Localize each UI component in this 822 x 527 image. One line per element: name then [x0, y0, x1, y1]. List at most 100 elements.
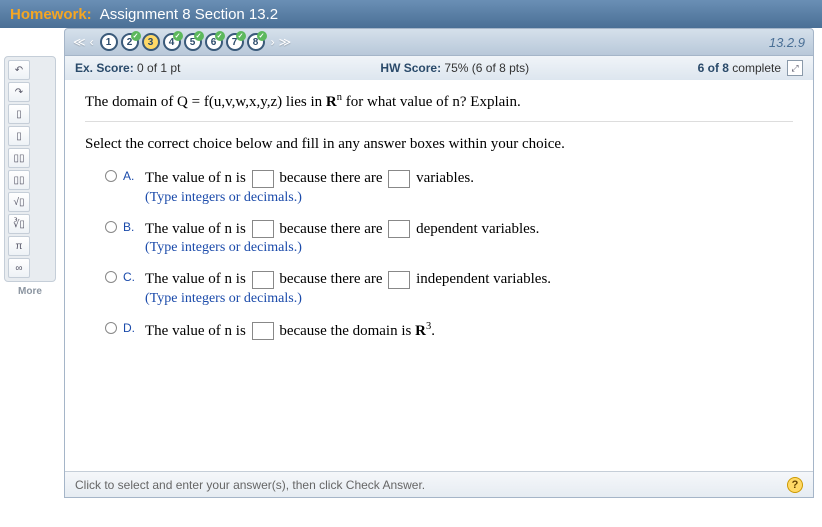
choice-text-pre: The value of n is [145, 271, 250, 287]
hw-score-label: HW Score: [380, 61, 441, 75]
answer-box[interactable] [252, 322, 274, 340]
choice-label: C. [123, 270, 139, 284]
tool-button-5[interactable]: ▯▯ [8, 170, 30, 190]
choice-label: A. [123, 169, 139, 183]
main-area: ↶↷▯▯▯▯▯▯√▯∛▯π∞ More ≪ ‹ 12✓34✓5✓6✓7✓8✓ ›… [0, 28, 822, 527]
choice-body: The value of n is because there are inde… [145, 268, 793, 307]
tool-button-6[interactable]: √▯ [8, 192, 30, 212]
question-text: The domain of Q = f(u,v,w,x,y,z) lies in… [85, 92, 793, 122]
choice-text-post: independent variables. [412, 271, 551, 287]
choice-text-post: dependent variables. [412, 221, 539, 237]
question-instruction: Select the correct choice below and fill… [85, 136, 793, 153]
question-panel: The domain of Q = f(u,v,w,x,y,z) lies in… [64, 80, 814, 498]
tool-button-7[interactable]: ∛▯ [8, 214, 30, 234]
progress-indicator: 6 of 8 complete ⤢ [698, 60, 803, 76]
radio-B[interactable] [105, 221, 117, 233]
nav-prev-icon[interactable]: ‹ [90, 35, 94, 49]
check-icon: ✓ [215, 31, 225, 41]
footer-bar: Click to select and enter your answer(s)… [65, 471, 813, 497]
nav-next-icon[interactable]: › [271, 35, 275, 49]
question-circles: 12✓34✓5✓6✓7✓8✓ [100, 33, 265, 51]
choice-text-pre: The value of n is [145, 323, 250, 339]
answer-box[interactable] [388, 220, 410, 238]
footer-text: Click to select and enter your answer(s)… [75, 478, 425, 492]
answer-box[interactable] [388, 271, 410, 289]
question-circle-3[interactable]: 3 [142, 33, 160, 51]
tool-grid: ↶↷▯▯▯▯▯▯√▯∛▯π∞ [4, 56, 56, 282]
choice-text-mid: because there are [276, 271, 387, 287]
choice-body: The value of n is because the domain is … [145, 319, 793, 343]
choice-A: A. The value of n is because there are va… [105, 167, 793, 206]
question-circle-1[interactable]: 1 [100, 33, 118, 51]
choice-D: D. The value of n is because the domain i… [105, 319, 793, 343]
question-circle-2[interactable]: 2✓ [121, 33, 139, 51]
homework-label: Homework: [10, 6, 92, 23]
answer-box[interactable] [252, 271, 274, 289]
qtext-post: for what value of n? Explain. [342, 94, 521, 110]
choice-line: The value of n is because there are inde… [145, 268, 793, 291]
choice-text-mid: because there are [276, 221, 387, 237]
nav-arrows-right: › ≫ [271, 35, 292, 49]
tool-button-2[interactable]: ▯ [8, 104, 30, 124]
tool-button-8[interactable]: π [8, 236, 30, 256]
progress-count: 6 of 8 [698, 61, 729, 75]
progress-text: complete [729, 61, 781, 75]
nav-arrows-left: ≪ ‹ [73, 35, 94, 49]
choice-hint: (Type integers or decimals.) [145, 190, 793, 206]
question-circle-7[interactable]: 7✓ [226, 33, 244, 51]
math-toolbox: ↶↷▯▯▯▯▯▯√▯∛▯π∞ More [0, 28, 60, 527]
tool-button-9[interactable]: ∞ [8, 258, 30, 278]
choice-C: C. The value of n is because there are in… [105, 268, 793, 307]
score-bar: Ex. Score: 0 of 1 pt HW Score: 75% (6 of… [64, 56, 814, 80]
exercise-score: Ex. Score: 0 of 1 pt [75, 61, 180, 75]
ex-score-label: Ex. Score: [75, 61, 134, 75]
nav-first-icon[interactable]: ≪ [73, 35, 86, 49]
nav-last-icon[interactable]: ≫ [279, 35, 292, 49]
radio-D[interactable] [105, 322, 117, 334]
tool-button-0[interactable]: ↶ [8, 60, 30, 80]
choice-text-post: . [431, 323, 435, 339]
question-nav-bar: ≪ ‹ 12✓34✓5✓6✓7✓8✓ › ≫ 13.2.9 [64, 28, 814, 56]
question-circle-8[interactable]: 8✓ [247, 33, 265, 51]
homework-title: Assignment 8 Section 13.2 [100, 6, 278, 23]
qtext-pre: The domain of Q = f(u,v,w,x,y,z) lies in [85, 94, 326, 110]
choice-line: The value of n is because the domain is … [145, 319, 793, 343]
choice-body: The value of n is because there are depe… [145, 218, 793, 257]
choice-text-pre: The value of n is [145, 170, 250, 186]
choice-text-mid: because there are [276, 170, 387, 186]
choice-bold: R [415, 323, 426, 339]
tool-button-4[interactable]: ▯▯ [8, 148, 30, 168]
answer-choices: A. The value of n is because there are va… [85, 167, 793, 342]
ex-score-value: 0 of 1 pt [134, 61, 181, 75]
toolbox-more-label[interactable]: More [4, 286, 56, 297]
choice-hint: (Type integers or decimals.) [145, 291, 793, 307]
question-circle-4[interactable]: 4✓ [163, 33, 181, 51]
tool-button-1[interactable]: ↷ [8, 82, 30, 102]
question-reference: 13.2.9 [769, 35, 805, 50]
help-icon[interactable]: ? [787, 477, 803, 493]
homework-header: Homework: Assignment 8 Section 13.2 [0, 0, 822, 28]
homework-score: HW Score: 75% (6 of 8 pts) [380, 61, 529, 75]
choice-text-pre: The value of n is [145, 221, 250, 237]
answer-box[interactable] [252, 220, 274, 238]
content-column: ≪ ‹ 12✓34✓5✓6✓7✓8✓ › ≫ 13.2.9 Ex. Score:… [60, 28, 822, 527]
radio-A[interactable] [105, 170, 117, 182]
choice-text-mid: because the domain is [276, 323, 416, 339]
radio-C[interactable] [105, 271, 117, 283]
question-circle-6[interactable]: 6✓ [205, 33, 223, 51]
check-icon: ✓ [257, 31, 267, 41]
answer-box[interactable] [252, 170, 274, 188]
choice-B: B.The value of n is because there are de… [105, 218, 793, 257]
check-icon: ✓ [194, 31, 204, 41]
check-icon: ✓ [236, 31, 246, 41]
expand-icon[interactable]: ⤢ [787, 60, 803, 76]
choice-line: The value of n is because there are depe… [145, 218, 793, 241]
qtext-bold: R [326, 94, 337, 110]
choice-label: D. [123, 321, 139, 335]
question-circle-5[interactable]: 5✓ [184, 33, 202, 51]
choice-line: The value of n is because there are vari… [145, 167, 793, 190]
choice-body: The value of n is because there are vari… [145, 167, 793, 206]
hw-score-value: 75% (6 of 8 pts) [441, 61, 529, 75]
tool-button-3[interactable]: ▯ [8, 126, 30, 146]
answer-box[interactable] [388, 170, 410, 188]
